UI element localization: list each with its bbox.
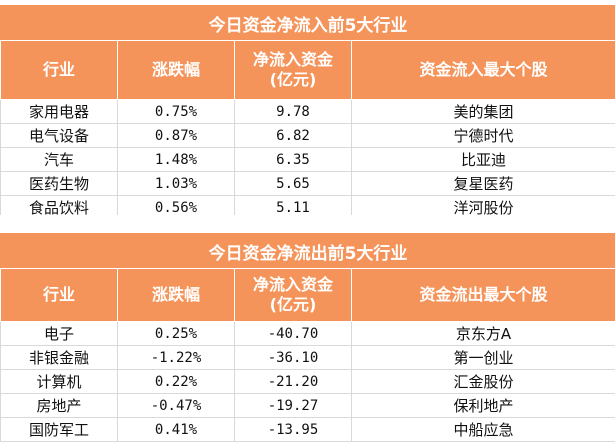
inflow-header-top-stock: 资金流入最大个股 <box>350 40 615 100</box>
top-stock-cell: 复星医药 <box>350 171 615 196</box>
change-cell: -1.22% <box>117 345 235 370</box>
change-cell: 0.41% <box>117 417 235 442</box>
change-cell: 1.03% <box>117 171 235 196</box>
outflow-title-row: 今日资金净流出前5大行业 <box>0 233 615 269</box>
table-row: 非银金融 -1.22% -36.10 第一创业 <box>0 345 615 370</box>
top-stock-cell: 宁德时代 <box>350 123 615 148</box>
top-stock-cell: 保利地产 <box>350 393 615 418</box>
outflow-header-industry: 行业 <box>0 268 118 322</box>
industry-cell: 汽车 <box>0 147 118 172</box>
inflow-header-net-line1: 净流入资金 <box>252 50 333 69</box>
industry-cell: 房地产 <box>0 393 118 418</box>
outflow-header-net-line1: 净流入资金 <box>252 275 333 294</box>
top-stock-cell: 汇金股份 <box>350 369 615 394</box>
table-row: 家用电器 0.75% 9.78 美的集团 <box>0 99 615 124</box>
change-cell: 1.48% <box>117 147 235 172</box>
table-row: 房地产 -0.47% -19.27 保利地产 <box>0 393 615 418</box>
industry-cell: 医药生物 <box>0 171 118 196</box>
net-flow-cell: -40.70 <box>234 321 352 346</box>
inflow-header-net: 净流入资金 (亿元) <box>234 40 352 100</box>
industry-cell: 国防军工 <box>0 417 118 442</box>
change-cell: -0.47% <box>117 393 235 418</box>
net-flow-cell: -19.27 <box>234 393 352 418</box>
industry-cell: 非银金融 <box>0 345 118 370</box>
change-cell: 0.75% <box>117 99 235 124</box>
inflow-table-title: 今日资金净流入前5大行业 <box>0 5 615 41</box>
change-cell: 0.25% <box>117 321 235 346</box>
table-row: 国防军工 0.41% -13.95 中船应急 <box>0 417 615 442</box>
net-flow-cell: 9.78 <box>234 99 352 124</box>
top-stock-cell: 比亚迪 <box>350 147 615 172</box>
table-row: 电气设备 0.87% 6.82 宁德时代 <box>0 123 615 148</box>
outflow-header-net: 净流入资金 (亿元) <box>234 268 352 322</box>
table-separator <box>0 215 615 233</box>
top-stock-cell: 中船应急 <box>350 417 615 442</box>
inflow-header-net-line2: (亿元) <box>269 70 317 89</box>
outflow-header-change: 涨跌幅 <box>117 268 235 322</box>
outflow-header-top-stock: 资金流出最大个股 <box>350 268 615 322</box>
outflow-table-title: 今日资金净流出前5大行业 <box>0 233 615 269</box>
inflow-title-row: 今日资金净流入前5大行业 <box>0 5 615 41</box>
industry-cell: 计算机 <box>0 369 118 394</box>
inflow-header-row: 行业 涨跌幅 净流入资金 (亿元) 资金流入最大个股 <box>0 40 615 100</box>
industry-cell: 电子 <box>0 321 118 346</box>
net-flow-cell: -21.20 <box>234 369 352 394</box>
table-row: 计算机 0.22% -21.20 汇金股份 <box>0 369 615 394</box>
net-flow-cell: -13.95 <box>234 417 352 442</box>
table-row: 医药生物 1.03% 5.65 复星医药 <box>0 171 615 196</box>
net-flow-cell: 5.65 <box>234 171 352 196</box>
top-stock-cell: 第一创业 <box>350 345 615 370</box>
net-flow-cell: -36.10 <box>234 345 352 370</box>
industry-cell: 电气设备 <box>0 123 118 148</box>
outflow-header-row: 行业 涨跌幅 净流入资金 (亿元) 资金流出最大个股 <box>0 268 615 322</box>
industry-cell: 家用电器 <box>0 99 118 124</box>
change-cell: 0.22% <box>117 369 235 394</box>
outflow-table: 今日资金净流出前5大行业 行业 涨跌幅 净流入资金 (亿元) 资金流出最大个股 … <box>0 233 615 442</box>
top-stock-cell: 京东方A <box>350 321 615 346</box>
table-row: 汽车 1.48% 6.35 比亚迪 <box>0 147 615 172</box>
outflow-header-net-line2: (亿元) <box>269 295 317 314</box>
net-flow-cell: 6.82 <box>234 123 352 148</box>
change-cell: 0.87% <box>117 123 235 148</box>
inflow-table: 今日资金净流入前5大行业 行业 涨跌幅 净流入资金 (亿元) 资金流入最大个股 … <box>0 5 615 220</box>
net-flow-cell: 6.35 <box>234 147 352 172</box>
top-stock-cell: 美的集团 <box>350 99 615 124</box>
inflow-header-change: 涨跌幅 <box>117 40 235 100</box>
inflow-header-industry: 行业 <box>0 40 118 100</box>
table-row: 电子 0.25% -40.70 京东方A <box>0 321 615 346</box>
